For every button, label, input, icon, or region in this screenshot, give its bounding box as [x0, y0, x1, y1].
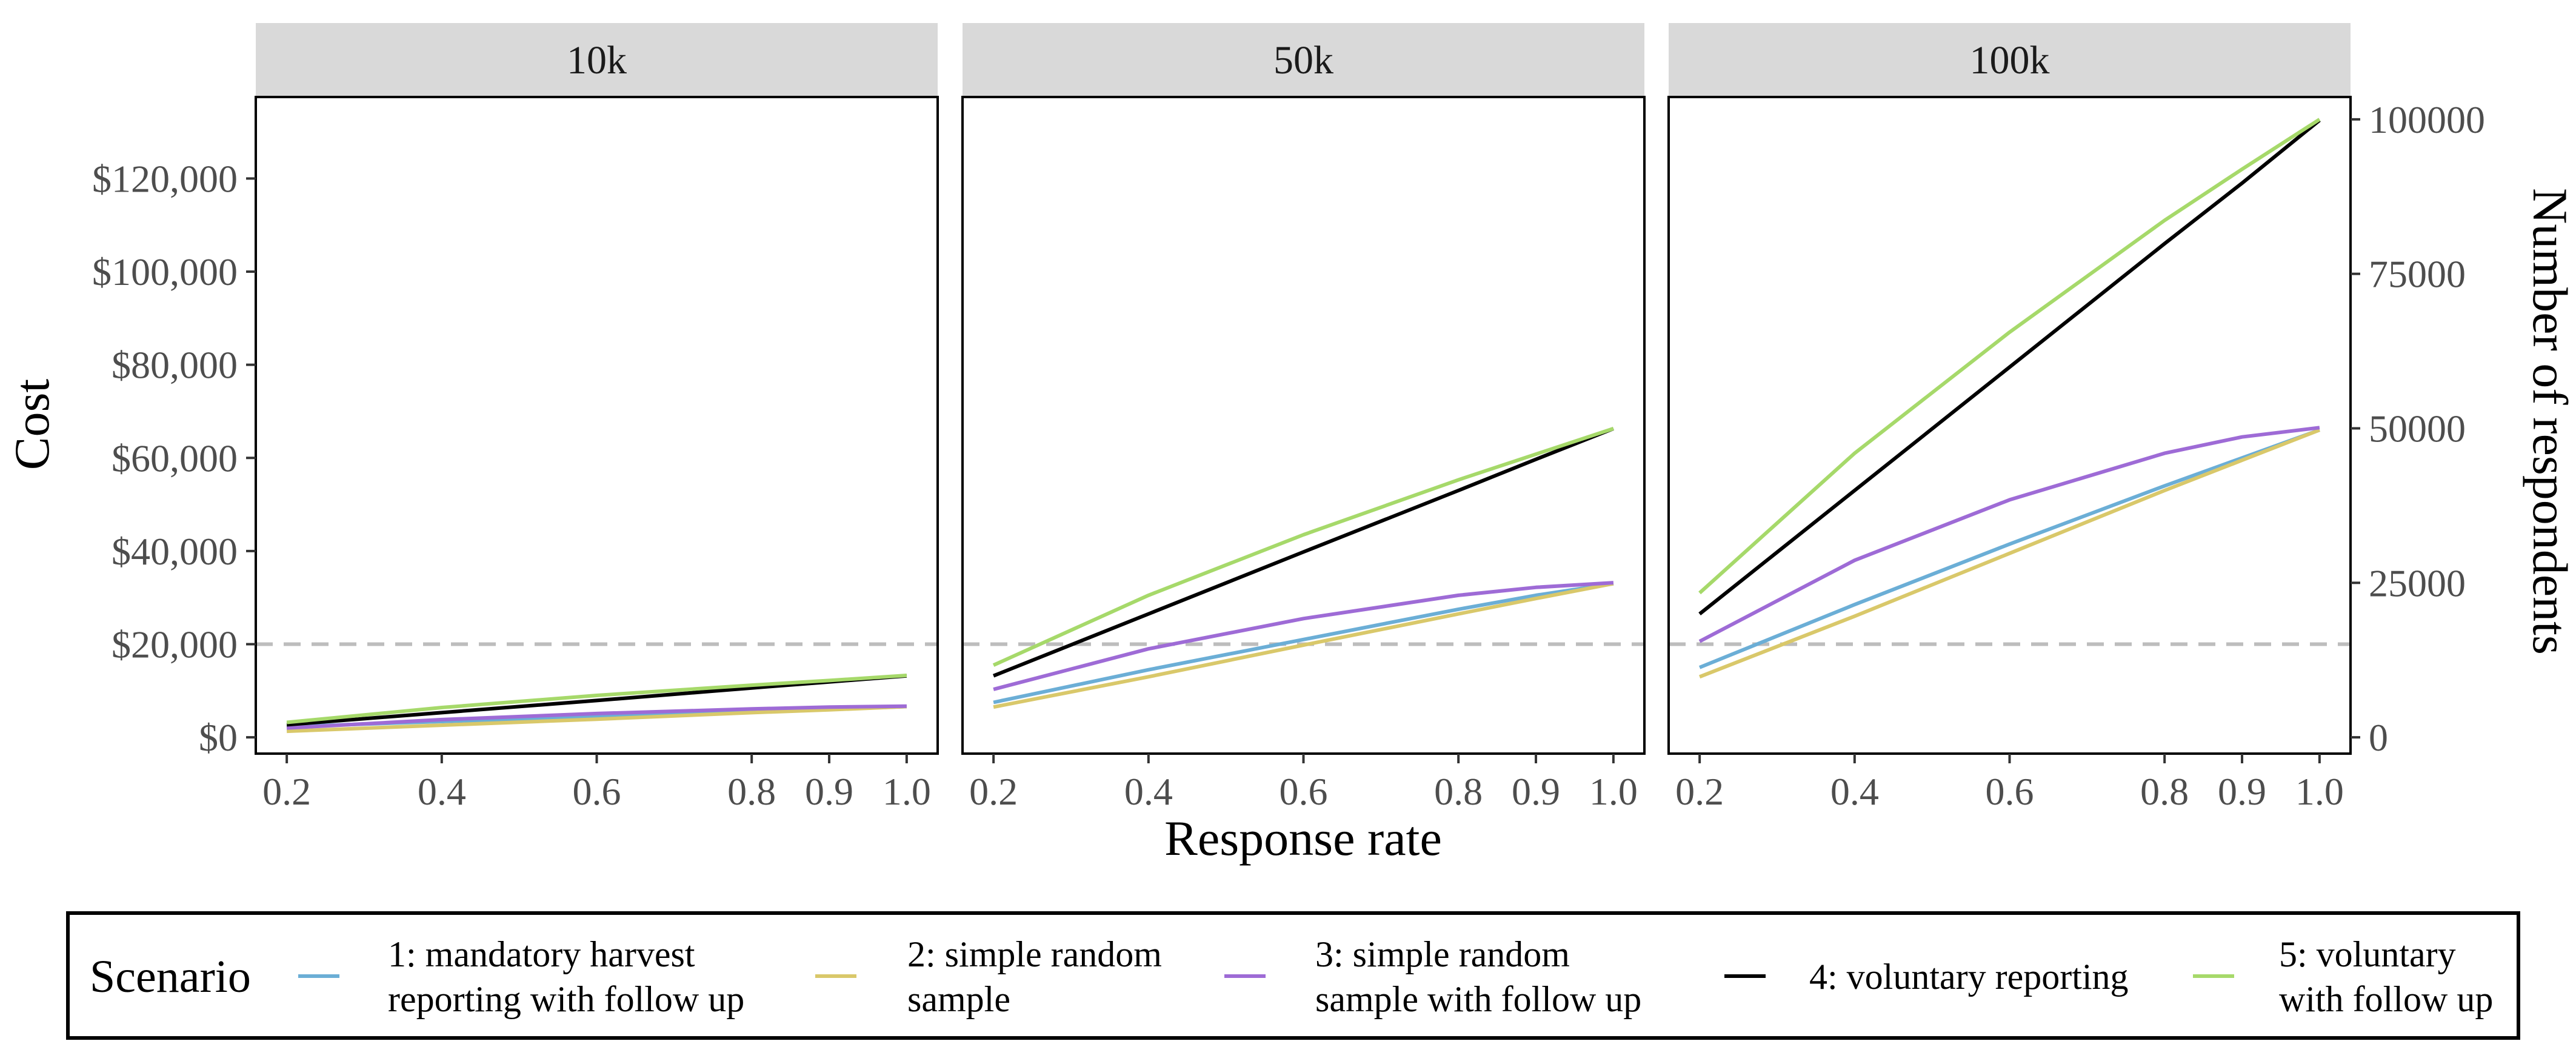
legend-label-line1: 5: voluntary [2279, 934, 2456, 974]
series-line-4 [1698, 119, 2321, 615]
y-tick-label-left: $20,000 [112, 623, 238, 666]
x-tick-label: 0.2 [262, 770, 311, 813]
x-tick-label: 0.8 [2140, 770, 2189, 813]
legend-item-2: 2: simple random sample [815, 934, 1162, 1019]
series-line-2 [286, 705, 907, 734]
series-line-2 [1699, 428, 2320, 679]
y-tick-label-right: 100000 [2369, 98, 2485, 141]
y-axis-title-left: Cost [4, 379, 59, 470]
x-tick-label: 1.0 [883, 770, 931, 813]
panel-background [256, 97, 938, 754]
legend-item-4: 4: voluntary reporting [1724, 957, 2129, 997]
legend-label-line2: reporting with follow up [388, 979, 744, 1019]
series-line-3 [1698, 426, 2320, 643]
legend-item-5: 5: voluntary with follow up [2193, 934, 2493, 1019]
y-tick-label-left: $40,000 [112, 530, 238, 573]
series-line-3 [993, 581, 1614, 691]
legend-label-line2: sample [907, 979, 1010, 1019]
series-line-1 [993, 581, 1614, 705]
y-tick-label-left: $100,000 [92, 250, 238, 293]
legend-item-3: 3: simple random sample with follow up [1224, 934, 1641, 1019]
legend: Scenario 1: mandatory harvest reporting w… [66, 911, 2520, 1040]
x-tick-label: 0.4 [418, 770, 466, 813]
x-tick-label: 0.9 [805, 770, 853, 813]
series-line-2 [993, 581, 1614, 709]
legend-label-line2: sample with follow up [1315, 979, 1641, 1019]
facet-panel-50k: 50k 0.2 0.4 0.6 0.8 0.9 1.0 [961, 23, 1646, 813]
facet-strip-50k [963, 23, 1644, 96]
legend-box [66, 911, 2520, 1040]
series-line-3 [286, 704, 907, 730]
x-tick-label: 0.9 [1512, 770, 1560, 813]
series-line-5 [1698, 118, 2321, 595]
series-line-5 [992, 427, 1614, 667]
y-tick-label-left: $0 [199, 716, 238, 759]
facet-strip-100k [1669, 23, 2351, 96]
x-tick-label: 1.0 [1589, 770, 1638, 813]
y-tick-label-right: 25000 [2369, 561, 2466, 604]
legend-label-line1: 4: voluntary reporting [1809, 957, 2129, 997]
legend-label-line2: with follow up [2279, 979, 2493, 1019]
y-tick-label-left: $80,000 [112, 344, 238, 387]
legend-label-line1: 3: simple random [1315, 934, 1570, 974]
y-tick-label-right: 75000 [2369, 253, 2466, 296]
x-tick-label: 1.0 [2295, 770, 2344, 813]
y-tick-label-right: 50000 [2369, 407, 2466, 450]
x-tick-label: 0.6 [1986, 770, 2034, 813]
x-tick-label: 0.6 [1280, 770, 1328, 813]
x-tick-label: 0.2 [969, 770, 1018, 813]
facet-panel-100k: 100k 0.2 0.4 0.6 0.8 0.9 1.0 0 25000 50000 75000 10… [1667, 23, 2485, 813]
x-tick-label: 0.6 [573, 770, 621, 813]
x-tick-label: 0.9 [2218, 770, 2266, 813]
legend-title: Scenario [90, 951, 251, 1002]
series-line-4 [992, 427, 1615, 678]
x-tick-label: 0.4 [1124, 770, 1173, 813]
series-line-5 [286, 674, 907, 725]
y-tick-label-right: 0 [2369, 716, 2388, 759]
panel-background [963, 97, 1644, 754]
facet-strip-label: 100k [1970, 38, 2050, 82]
y-tick-label-left: $60,000 [112, 437, 238, 480]
facet-panels: 10k 0.2 0.4 0.6 0.8 0.9 1.0 $0 $20,000 $40,000 $60… [92, 23, 2485, 813]
panel-background [1669, 97, 2351, 754]
y-axis-title-right: Number of respondents [2523, 188, 2576, 655]
legend-label-line1: 1: mandatory harvest [388, 934, 695, 974]
legend-items: 1: mandatory harvest reporting with follo… [298, 934, 2493, 1019]
y-tick-label-left: $120,000 [92, 157, 238, 200]
facet-strip-label: 50k [1273, 38, 1333, 82]
x-tick-label: 0.8 [727, 770, 776, 813]
facet-strip-10k [256, 23, 938, 96]
x-axis-title: Response rate [1164, 811, 1442, 866]
legend-label-line1: 2: simple random [907, 934, 1162, 974]
facet-panel-10k: 10k 0.2 0.4 0.6 0.8 0.9 1.0 $0 $20,000 $40,000 $60… [92, 23, 939, 813]
x-tick-label: 0.2 [1675, 770, 1724, 813]
x-tick-label: 0.4 [1830, 770, 1879, 813]
legend-item-1: 1: mandatory harvest reporting with follo… [298, 934, 744, 1019]
facet-strip-label: 10k [567, 38, 627, 82]
x-tick-label: 0.8 [1434, 770, 1483, 813]
